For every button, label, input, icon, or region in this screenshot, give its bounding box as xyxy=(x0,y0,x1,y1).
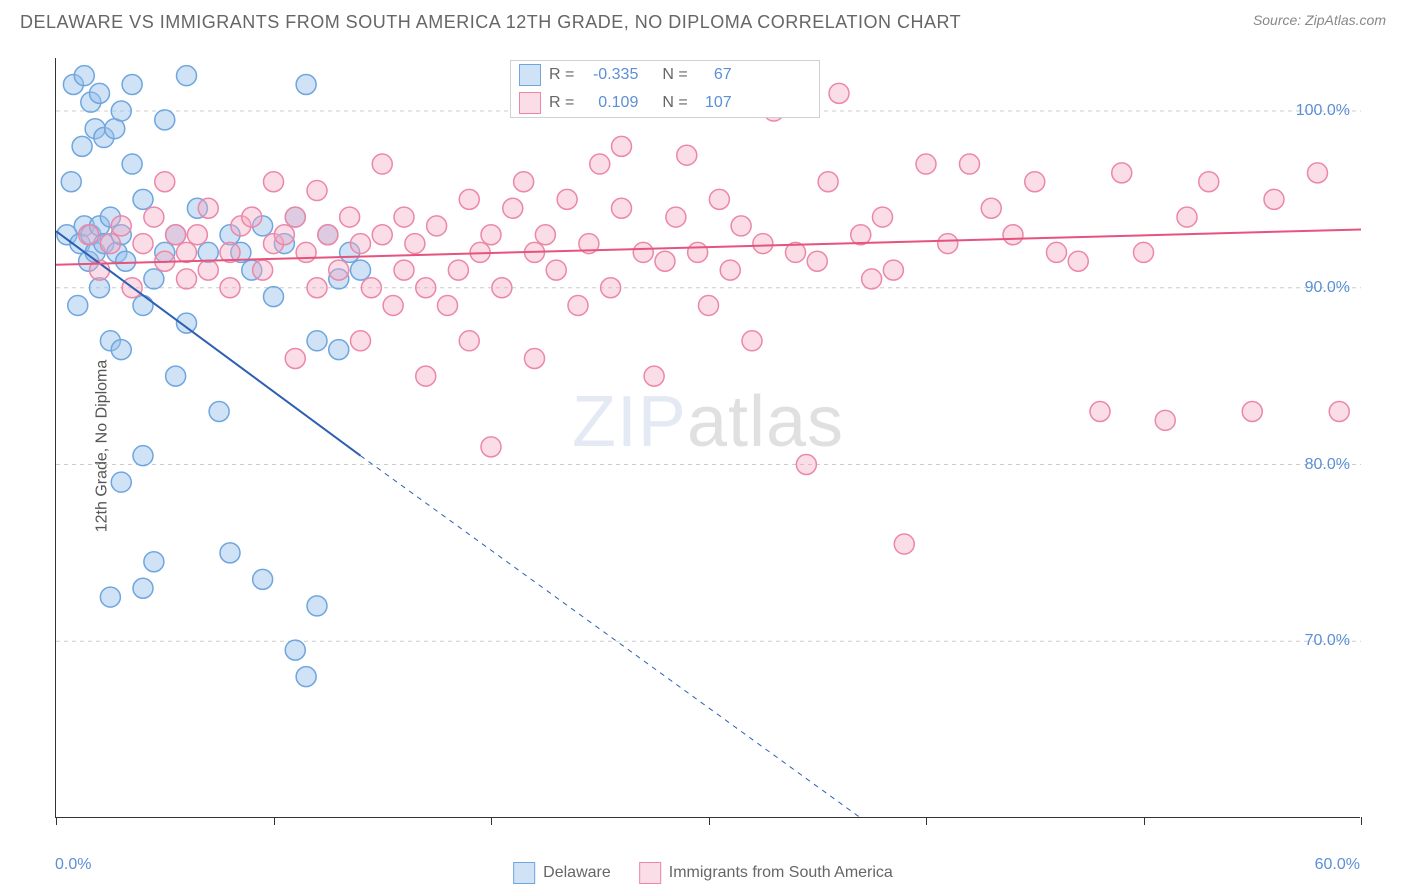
legend-swatch-delaware xyxy=(513,862,535,884)
y-tick-label: 100.0% xyxy=(1296,102,1350,120)
x-tick xyxy=(1361,817,1362,825)
legend-row-immigrants: R = 0.109 N = 107 xyxy=(511,89,819,117)
legend-item-immigrants: Immigrants from South America xyxy=(639,862,893,884)
series-legend: Delaware Immigrants from South America xyxy=(513,862,893,884)
x-tick xyxy=(491,817,492,825)
x-tick xyxy=(56,817,57,825)
x-tick xyxy=(274,817,275,825)
scatter-plot-svg xyxy=(56,58,1360,817)
correlation-legend: R = -0.335 N = 67 R = 0.109 N = 107 xyxy=(510,60,820,118)
r-label: R = xyxy=(549,94,574,112)
y-tick-label: 70.0% xyxy=(1305,632,1350,650)
x-tick-label-max: 60.0% xyxy=(1315,856,1360,874)
r-value: 0.109 xyxy=(582,94,638,112)
legend-swatch-immigrants xyxy=(639,862,661,884)
r-label: R = xyxy=(549,66,574,84)
legend-swatch-immigrants xyxy=(519,92,541,114)
legend-swatch-delaware xyxy=(519,64,541,86)
n-label: N = xyxy=(662,94,687,112)
x-tick xyxy=(709,817,710,825)
chart-title: DELAWARE VS IMMIGRANTS FROM SOUTH AMERIC… xyxy=(20,12,961,33)
legend-label: Delaware xyxy=(543,864,611,882)
x-tick xyxy=(926,817,927,825)
legend-row-delaware: R = -0.335 N = 67 xyxy=(511,61,819,89)
legend-label: Immigrants from South America xyxy=(669,864,893,882)
n-value: 67 xyxy=(696,66,732,84)
y-tick-label: 80.0% xyxy=(1305,456,1350,474)
legend-item-delaware: Delaware xyxy=(513,862,611,884)
n-label: N = xyxy=(662,66,687,84)
y-tick-label: 90.0% xyxy=(1305,279,1350,297)
x-tick xyxy=(1144,817,1145,825)
source-label: Source: ZipAtlas.com xyxy=(1253,12,1386,28)
n-value: 107 xyxy=(696,94,732,112)
chart-plot-area: ZIPatlas 70.0%80.0%90.0%100.0% xyxy=(55,58,1360,818)
r-value: -0.335 xyxy=(582,66,638,84)
x-tick-label-min: 0.0% xyxy=(55,856,91,874)
